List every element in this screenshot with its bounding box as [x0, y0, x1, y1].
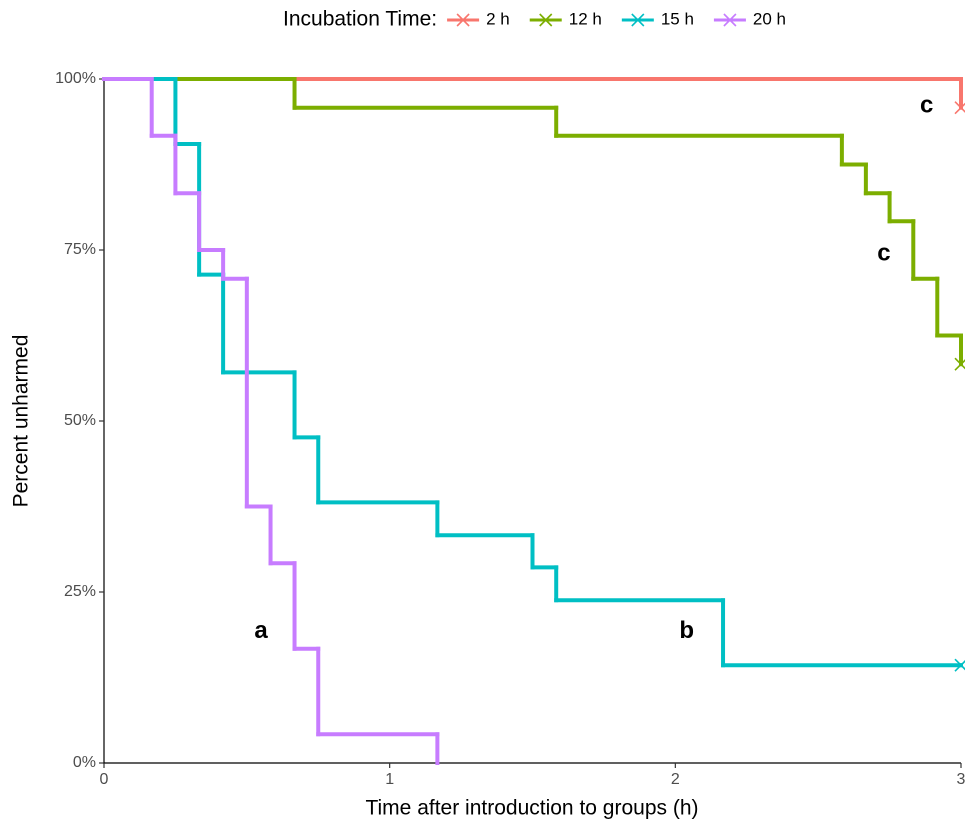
censor-mark — [954, 357, 965, 371]
annotation: c — [920, 92, 933, 119]
legend-entry: 12 h — [529, 9, 602, 28]
y-tick-label: 100% — [55, 70, 96, 87]
x-tick-label: 0 — [100, 771, 109, 788]
cross-stroke — [954, 359, 965, 371]
annotation: a — [254, 617, 268, 644]
x-tick-label: 3 — [957, 771, 965, 788]
legend-entry: 20 h — [713, 9, 786, 28]
legend-label: 20 h — [753, 9, 786, 28]
y-tick-label: 25% — [64, 583, 96, 600]
y-tick-label: 75% — [64, 241, 96, 258]
legend-entry: 15 h — [621, 9, 694, 28]
legend-entry: 2 h — [447, 9, 510, 28]
cross-stroke — [954, 660, 965, 672]
series — [102, 77, 440, 765]
legend-label: 12 h — [569, 9, 602, 28]
x-axis-title: Time after introduction to groups (h) — [365, 797, 698, 820]
x-tick-label: 2 — [671, 771, 680, 788]
censor-mark — [456, 13, 470, 27]
y-tick-label: 0% — [73, 754, 96, 771]
series — [102, 77, 965, 672]
y-tick-label: 50% — [64, 412, 96, 429]
cross-stroke — [539, 13, 553, 27]
y-axis-title: Percent unharmed — [10, 335, 33, 508]
legend-label: 15 h — [661, 9, 694, 28]
cross-stroke — [723, 13, 737, 27]
censor-mark — [723, 13, 737, 27]
censor-mark — [539, 13, 553, 27]
censor-mark — [954, 658, 965, 672]
legend-title: Incubation Time: — [283, 8, 437, 31]
cross-stroke — [456, 13, 470, 27]
cross-stroke — [954, 102, 965, 115]
censor-mark — [954, 101, 965, 115]
series — [102, 77, 965, 371]
annotation: c — [877, 239, 890, 266]
x-tick-label: 1 — [385, 771, 394, 788]
annotation: b — [679, 617, 694, 644]
legend: Incubation Time: 2 h 12 h 15 h 20 h — [283, 8, 786, 31]
censor-mark — [631, 13, 645, 27]
cross-stroke — [631, 13, 645, 27]
legend-label: 2 h — [486, 9, 510, 28]
